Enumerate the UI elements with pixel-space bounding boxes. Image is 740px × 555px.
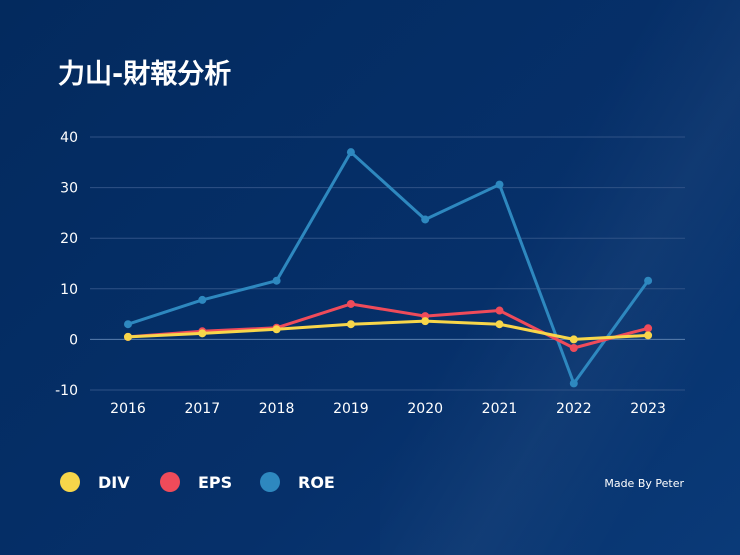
legend-label: DIV xyxy=(98,472,130,492)
x-tick-label: 2020 xyxy=(407,401,443,417)
data-point-div xyxy=(124,332,132,341)
data-point-div xyxy=(272,325,281,334)
data-point-div xyxy=(644,331,653,340)
legend-label: EPS xyxy=(198,472,233,492)
data-point-roe xyxy=(569,379,578,388)
data-point-roe xyxy=(124,320,132,329)
series-line-roe xyxy=(127,150,650,385)
data-point-roe xyxy=(495,180,504,189)
legend-marker xyxy=(60,472,80,492)
data-point-roe xyxy=(198,295,207,304)
legend-marker xyxy=(260,472,280,492)
data-point-div xyxy=(569,335,578,344)
legend-marker xyxy=(160,472,180,492)
data-point-roe xyxy=(644,276,653,285)
x-tick-label: 2017 xyxy=(184,401,220,417)
y-tick-label: 30 xyxy=(60,181,78,197)
x-tick-label: 2021 xyxy=(482,401,518,417)
x-tick-label: 2018 xyxy=(259,401,295,417)
legend-label: ROE xyxy=(298,472,335,492)
y-tick-label: 40 xyxy=(60,130,78,146)
legend-item-div: DIV xyxy=(60,472,130,492)
data-point-roe xyxy=(346,148,355,157)
data-point-div xyxy=(346,320,355,329)
x-tick-label: 2019 xyxy=(333,401,369,417)
chart-title: 力山-財報分析 xyxy=(58,59,232,90)
data-point-eps xyxy=(644,324,653,333)
data-point-roe xyxy=(421,215,430,224)
legend-item-eps: EPS xyxy=(160,472,232,492)
series-line-div xyxy=(127,319,649,341)
y-tick-label: 20 xyxy=(60,231,78,247)
data-point-eps xyxy=(495,306,504,315)
data-point-div xyxy=(198,329,207,338)
data-point-eps xyxy=(569,344,578,353)
data-point-eps xyxy=(346,299,355,308)
data-point-div xyxy=(495,320,504,329)
y-tick-label: -10 xyxy=(55,383,78,399)
legend-item-roe: ROE xyxy=(260,472,335,492)
x-tick-label: 2016 xyxy=(110,401,146,417)
series-line-eps xyxy=(127,302,649,350)
y-tick-label: 0 xyxy=(69,332,78,348)
background-decoration xyxy=(380,0,740,555)
credit-text: Made By Peter xyxy=(604,477,684,490)
x-tick-label: 2022 xyxy=(556,401,592,417)
data-point-roe xyxy=(272,276,281,285)
data-point-div xyxy=(421,317,430,326)
x-tick-label: 2023 xyxy=(630,401,666,417)
y-tick-label: 10 xyxy=(60,282,78,298)
